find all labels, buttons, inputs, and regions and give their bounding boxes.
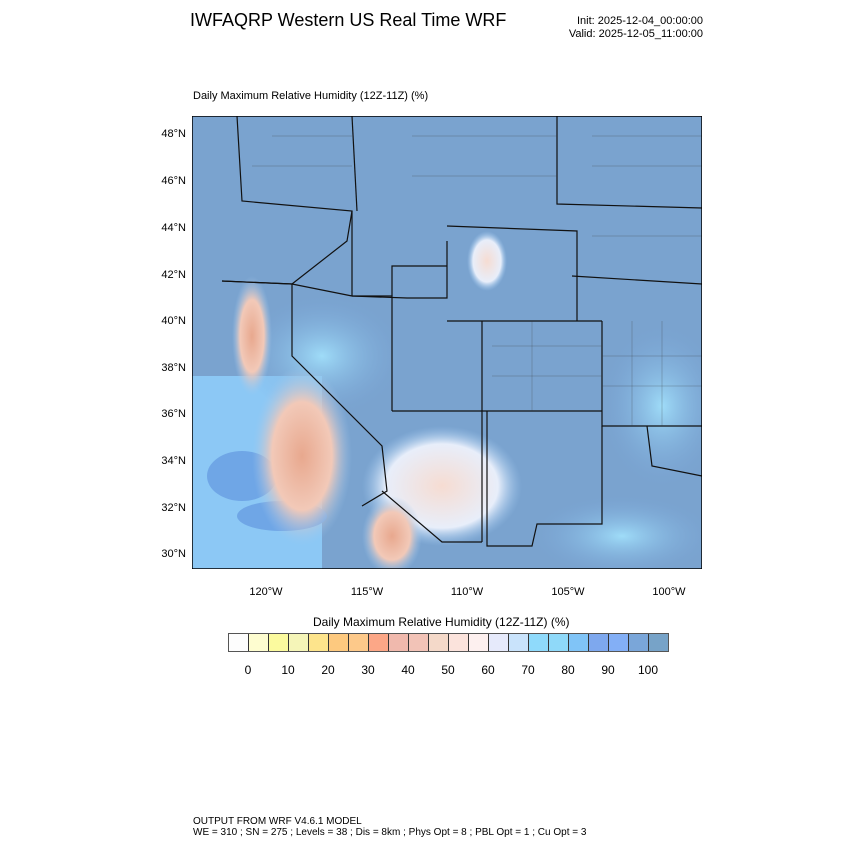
colorbar-swatch	[489, 634, 509, 651]
colorbar-label: 10	[281, 663, 295, 677]
colorbar-label: 50	[441, 663, 455, 677]
colorbar	[228, 633, 669, 652]
colorbar-label: 30	[361, 663, 375, 677]
colorbar-swatch	[409, 634, 429, 651]
colorbar-swatch	[389, 634, 409, 651]
lat-label: 46°N	[161, 175, 186, 187]
dry-region-california	[252, 366, 352, 546]
colorbar-swatch	[569, 634, 589, 651]
lat-label: 42°N	[161, 269, 186, 281]
lat-label: 44°N	[161, 222, 186, 234]
colorbar-label: 20	[321, 663, 335, 677]
footer-model: OUTPUT FROM WRF V4.6.1 MODEL	[193, 816, 362, 827]
footer-config: WE = 310 ; SN = 275 ; Levels = 38 ; Dis …	[193, 827, 587, 838]
colorbar-swatch	[529, 634, 549, 651]
colorbar-swatch	[229, 634, 249, 651]
colorbar-swatch	[549, 634, 569, 651]
colorbar-label: 70	[521, 663, 535, 677]
state-boundaries	[221, 116, 702, 547]
colorbar-swatch	[449, 634, 469, 651]
lon-label: 110°W	[450, 586, 484, 598]
lat-label: 36°N	[161, 408, 186, 420]
lon-label: 115°W	[350, 586, 384, 598]
colorbar-swatch	[629, 634, 649, 651]
county-boundaries	[252, 135, 702, 426]
humidity-map	[192, 116, 702, 569]
init-time: Init: 2025-12-04_00:00:00	[577, 15, 703, 27]
lon-label: 120°W	[249, 586, 283, 598]
colorbar-label: 0	[244, 663, 252, 677]
colorbar-swatch	[269, 634, 289, 651]
colorbar-swatch	[609, 634, 629, 651]
colorbar-swatch	[589, 634, 609, 651]
colorbar-swatch	[329, 634, 349, 651]
colorbar-title: Daily Maximum Relative Humidity (12Z-11Z…	[313, 615, 570, 629]
colorbar-swatch	[289, 634, 309, 651]
colorbar-label: 100	[637, 663, 659, 677]
lon-label: 105°W	[551, 586, 585, 598]
init-valid-times: Init: 2025-12-04_00:00:00 Valid: 2025-12…	[569, 15, 703, 41]
colorbar-label: 90	[601, 663, 615, 677]
colorbar-swatch	[469, 634, 489, 651]
lat-label: 32°N	[161, 502, 186, 514]
colorbar-label: 40	[401, 663, 415, 677]
lat-label: 40°N	[161, 315, 186, 327]
plot-title: IWFAQRP Western US Real Time WRF	[190, 10, 507, 30]
lat-label: 30°N	[161, 548, 186, 560]
lon-label: 100°W	[652, 586, 686, 598]
lat-label: 48°N	[161, 128, 186, 140]
lat-label: 38°N	[161, 362, 186, 374]
colorbar-swatch	[509, 634, 529, 651]
colorbar-swatch	[369, 634, 389, 651]
colorbar-swatch	[309, 634, 329, 651]
colorbar-swatch	[429, 634, 449, 651]
colorbar-label: 80	[561, 663, 575, 677]
colorbar-swatch	[349, 634, 369, 651]
lat-label: 34°N	[161, 455, 186, 467]
colorbar-swatch	[649, 634, 668, 651]
colorbar-label: 60	[481, 663, 495, 677]
plot-subtitle: Daily Maximum Relative Humidity (12Z-11Z…	[193, 90, 429, 102]
colorbar-swatch	[249, 634, 269, 651]
valid-time: Valid: 2025-12-05_11:00:00	[568, 28, 703, 40]
footer: OUTPUT FROM WRF V4.6.1 MODEL WE = 310 ; …	[193, 816, 586, 838]
